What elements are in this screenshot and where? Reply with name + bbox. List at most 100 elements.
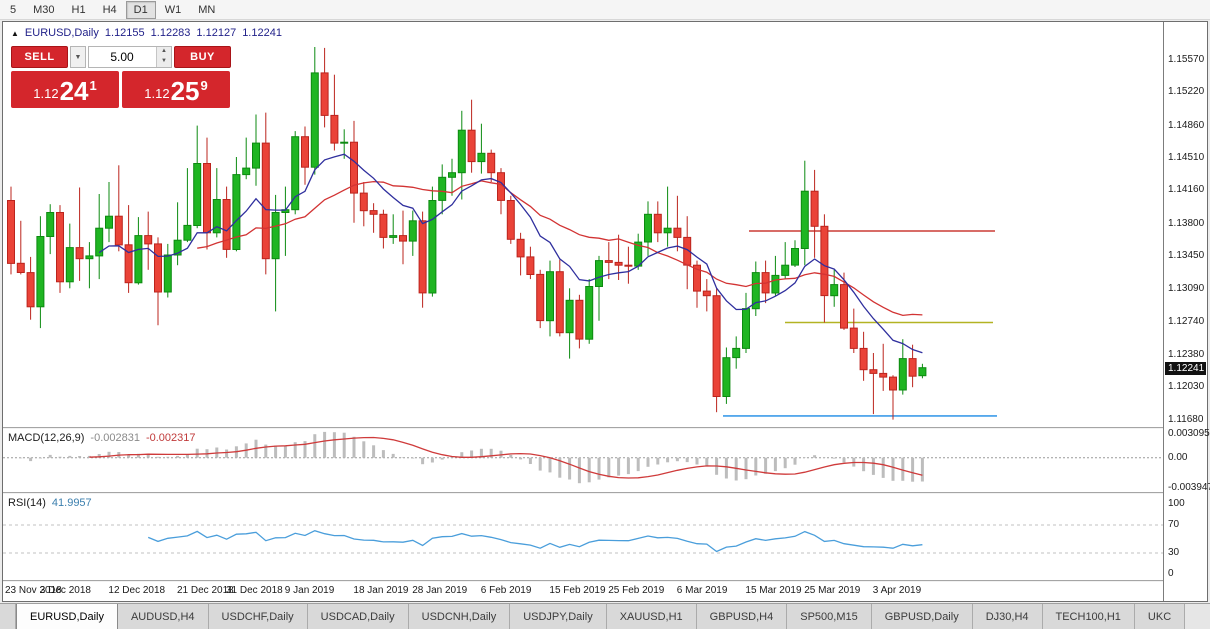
date-axis-label: 3 Dec 2018 xyxy=(39,585,91,596)
buy-price-box[interactable]: 1.12 25 9 xyxy=(122,71,230,108)
chart-frame: 23 Nov 2018 3 Dec 2018 12 Dec 2018 21 Dec 2… xyxy=(2,21,1210,602)
timeframe-button-d1[interactable]: D1 xyxy=(125,0,156,19)
rsi-value: 41.9957 xyxy=(51,497,92,509)
price-axis-label: 1.12380 xyxy=(1168,348,1205,360)
price-axis-label: 1.12030 xyxy=(1168,381,1205,393)
date-axis: 23 Nov 2018 3 Dec 2018 12 Dec 2018 21 Dec 2… xyxy=(3,582,1163,601)
buy-price-big: 25 xyxy=(170,76,200,106)
sell-price-prefix: 1.12 xyxy=(33,86,59,101)
price-axis: 1.15570 1.15220 1.14860 1.14510 1.14160 1.138… xyxy=(1164,22,1210,601)
rsi-axis-label: 100 xyxy=(1168,498,1185,509)
date-axis-label: 25 Mar 2019 xyxy=(804,585,861,596)
rsi-indicator-chart[interactable] xyxy=(3,494,1163,580)
macd-axis-label: 0.00 xyxy=(1168,451,1188,463)
tab-gbpusd-h4[interactable]: GBPUSD,H4 xyxy=(696,604,788,629)
sell-price-big: 24 xyxy=(59,76,89,106)
timeframe-button-5[interactable]: 5 xyxy=(2,1,24,19)
buy-price-pip: 9 xyxy=(200,78,208,93)
date-axis-label: 15 Mar 2019 xyxy=(745,585,802,596)
tab-gbpusd-daily[interactable]: GBPUSD,Daily xyxy=(871,604,973,629)
symbol-label: EURUSD,Daily xyxy=(24,27,99,39)
timeframe-button-h4[interactable]: H4 xyxy=(95,1,125,19)
macd-signal-value: -0.002317 xyxy=(145,432,196,444)
price-axis-label: 1.14510 xyxy=(1168,151,1205,163)
tab-tech100-h1[interactable]: TECH100,H1 xyxy=(1042,604,1135,629)
volume-up-icon[interactable]: ▲ xyxy=(156,47,171,57)
date-axis-label: 31 Dec 2018 xyxy=(226,585,283,596)
rsi-axis-label: 30 xyxy=(1168,547,1180,558)
price-axis-label: 1.11680 xyxy=(1168,413,1204,425)
one-click-trading-panel: SELL ▼ ▲ ▼ BUY 1.12 24 1 1.1 xyxy=(11,46,231,108)
current-price-badge: 1.12241 xyxy=(1165,362,1206,375)
date-axis-label: 28 Jan 2019 xyxy=(412,585,468,596)
volume-down-icon[interactable]: ▼ xyxy=(156,57,171,67)
panel-separator[interactable] xyxy=(3,580,1207,582)
tab-usdjpy-daily[interactable]: USDJPY,Daily xyxy=(510,604,607,629)
date-axis-label: 23 Nov 2018 xyxy=(5,585,62,596)
macd-main-value: -0.002831 xyxy=(90,432,140,444)
tab-eurusd-daily[interactable]: EURUSD,Daily xyxy=(16,604,118,629)
timeframe-button-h1[interactable]: H1 xyxy=(64,1,94,19)
volume-field: ▲ ▼ xyxy=(88,46,172,68)
date-axis-label: 3 Apr 2019 xyxy=(872,585,922,596)
panel-separator[interactable] xyxy=(3,427,1207,429)
price-axis-label: 1.13450 xyxy=(1168,249,1205,261)
rsi-title: RSI(14) 41.9957 xyxy=(8,497,92,509)
price-axis-label: 1.14860 xyxy=(1168,119,1205,131)
tab-usdcnh-daily[interactable]: USDCNH,Daily xyxy=(408,604,511,629)
timeframe-button-m30[interactable]: M30 xyxy=(25,1,62,19)
volume-dropdown-icon[interactable]: ▼ xyxy=(70,46,86,68)
macd-indicator-chart[interactable] xyxy=(3,429,1163,492)
candlestick-chart[interactable] xyxy=(3,22,1163,427)
one-click-toggle-icon[interactable]: ▲ xyxy=(11,28,19,38)
tab-xauusd-h1[interactable]: XAUUSD,H1 xyxy=(606,604,697,629)
macd-axis-label: -0.003947 xyxy=(1168,482,1210,493)
buy-price-prefix: 1.12 xyxy=(144,86,170,101)
price-axis-label: 1.15220 xyxy=(1168,86,1205,98)
sell-button[interactable]: SELL xyxy=(11,46,68,68)
tab-sp500-m15[interactable]: SP500,M15 xyxy=(787,604,872,629)
rsi-axis-label: 0 xyxy=(1168,568,1174,579)
timeframe-button-mn[interactable]: MN xyxy=(190,1,223,19)
tab-usdchf-daily[interactable]: USDCHF,Daily xyxy=(208,604,308,629)
price-axis-label: 1.14160 xyxy=(1168,184,1205,196)
timeframe-toolbar: 5 M30 H1 H4 D1 W1 MN xyxy=(0,0,1210,20)
price-axis-label: 1.13090 xyxy=(1168,283,1205,295)
close-value: 1.12241 xyxy=(242,27,282,39)
date-axis-label: 15 Feb 2019 xyxy=(549,585,606,596)
chart-tabs-bar: EURUSD,Daily AUDUSD,H4 USDCHF,Daily USDCAD,… xyxy=(0,603,1210,629)
date-axis-label: 25 Feb 2019 xyxy=(608,585,665,596)
tabbar-corner xyxy=(0,604,16,629)
tab-usdcad-daily[interactable]: USDCAD,Daily xyxy=(307,604,409,629)
volume-stepper: ▲ ▼ xyxy=(156,47,171,67)
price-axis-label: 1.15570 xyxy=(1168,53,1205,65)
low-value: 1.12127 xyxy=(196,27,237,39)
high-value: 1.12283 xyxy=(150,27,191,39)
date-axis-label: 9 Jan 2019 xyxy=(284,585,335,596)
date-axis-label: 12 Dec 2018 xyxy=(108,585,166,596)
rsi-label: RSI(14) xyxy=(8,497,46,509)
axis-divider xyxy=(1163,22,1164,601)
date-axis-label: 21 Dec 2018 xyxy=(177,585,234,596)
rsi-axis-label: 70 xyxy=(1168,519,1180,530)
macd-label: MACD(12,26,9) xyxy=(8,432,85,444)
price-axis-label: 1.12740 xyxy=(1168,315,1205,327)
macd-axis-label: 0.003095 xyxy=(1168,428,1210,439)
date-axis-label: 6 Mar 2019 xyxy=(676,585,728,596)
tab-dj30-h4[interactable]: DJ30,H4 xyxy=(972,604,1043,629)
macd-title: MACD(12,26,9) -0.002831 -0.002317 xyxy=(8,432,196,444)
panel-separator[interactable] xyxy=(3,492,1207,494)
buy-button[interactable]: BUY xyxy=(174,46,231,68)
tab-ukc[interactable]: UKC xyxy=(1134,604,1186,629)
date-axis-label: 6 Feb 2019 xyxy=(480,585,532,596)
date-axis-label: 18 Jan 2019 xyxy=(353,585,409,596)
chart-title: ▲ EURUSD,Daily 1.12155 1.12283 1.12127 1… xyxy=(11,27,282,39)
tab-audusd-h4[interactable]: AUDUSD,H4 xyxy=(117,604,209,629)
timeframe-button-w1[interactable]: W1 xyxy=(157,1,190,19)
volume-input[interactable] xyxy=(89,47,155,67)
open-value: 1.12155 xyxy=(104,27,145,39)
price-axis-label: 1.13800 xyxy=(1168,217,1205,229)
sell-price-pip: 1 xyxy=(89,78,97,93)
sell-price-box[interactable]: 1.12 24 1 xyxy=(11,71,119,108)
